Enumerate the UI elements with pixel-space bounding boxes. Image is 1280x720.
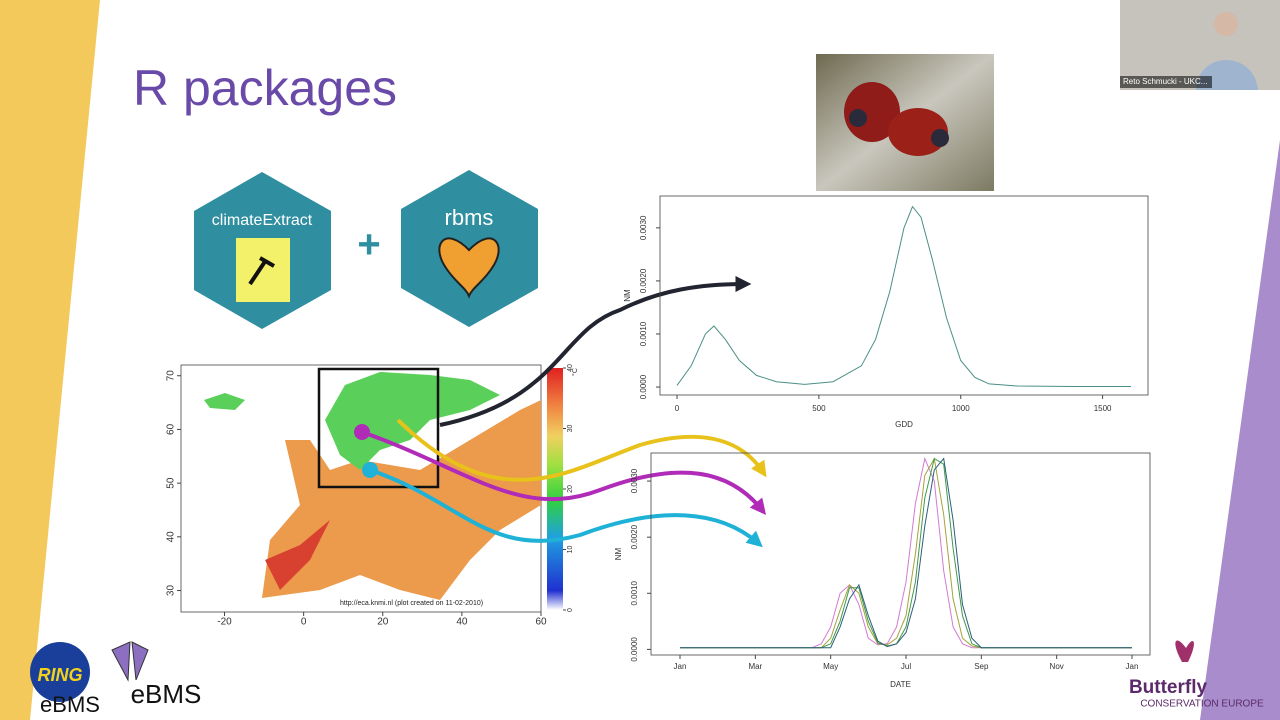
y-tick-label: 0.0030 bbox=[639, 215, 648, 240]
logo-text: Butterfly bbox=[1129, 677, 1208, 698]
y-axis-label: NM bbox=[623, 289, 632, 302]
package-name: climateExtract bbox=[212, 212, 313, 229]
video-caption: Reto Schmucki - UKC... bbox=[1123, 77, 1207, 86]
map-axes: -20 0 20 40 60 30 40 50 60 70 0 10 20 30 40 bbox=[166, 364, 574, 628]
plot-frame bbox=[650, 452, 1151, 656]
series-line bbox=[676, 205, 1131, 387]
y-tick-label: 0.0020 bbox=[630, 524, 639, 549]
x-tick-label: 500 bbox=[812, 404, 826, 413]
series-line bbox=[680, 457, 1132, 649]
logo-text: eBMS bbox=[131, 679, 202, 709]
video-tile bbox=[1120, 0, 1280, 90]
speaker-head bbox=[1214, 12, 1238, 36]
x-tick-label: Jan bbox=[1126, 662, 1139, 671]
y-tick-label: 50 bbox=[166, 477, 177, 489]
x-tick-label: Nov bbox=[1050, 662, 1064, 671]
plot-frame bbox=[659, 195, 1149, 396]
right-band bbox=[1200, 140, 1280, 720]
colorbar bbox=[547, 368, 563, 610]
colorbar-tick-label: 0 bbox=[567, 608, 574, 612]
ring-logo bbox=[30, 642, 90, 702]
package-name: rbms bbox=[445, 205, 494, 230]
site-dot bbox=[354, 424, 370, 440]
x-tick-label: 1500 bbox=[1094, 404, 1112, 413]
charts: 0 500 1000 1500 0.0000 0.0010 0.0020 0.0030 GDD N… bbox=[614, 195, 1151, 689]
x-axis-label: GDD bbox=[895, 420, 913, 429]
logo-text: eBMS bbox=[40, 692, 100, 717]
colorbar-tick-label: 10 bbox=[567, 546, 574, 554]
y-tick-label: 0.0000 bbox=[630, 637, 639, 662]
x-tick-label: 1000 bbox=[952, 404, 970, 413]
y-tick-label: 0.0010 bbox=[630, 580, 639, 605]
map-iceland bbox=[204, 393, 245, 410]
rbms-butterfly bbox=[438, 237, 500, 299]
map-land-cold bbox=[325, 372, 500, 470]
corkscrew-icon bbox=[248, 256, 275, 286]
x-tick-label: May bbox=[823, 662, 838, 671]
y-tick-label: 60 bbox=[166, 423, 177, 435]
x-tick-label: Jul bbox=[901, 662, 911, 671]
colorbar-tick-label: 30 bbox=[567, 425, 574, 433]
arrow bbox=[361, 430, 767, 515]
bc-butterfly bbox=[1175, 640, 1194, 662]
logo-text: CONSERVATION EUROPE bbox=[1140, 699, 1264, 710]
x-axis-label: DATE bbox=[890, 680, 911, 689]
colorbar-tick-label: 40 bbox=[567, 364, 574, 372]
colorbar-tick-label: 20 bbox=[567, 485, 574, 493]
photo-eyespot bbox=[849, 109, 867, 127]
map-land bbox=[262, 400, 541, 600]
series-line bbox=[680, 456, 1132, 649]
slide-title: R packages bbox=[133, 60, 397, 116]
ebms-butterfly bbox=[111, 641, 149, 682]
x-tick-label: Sep bbox=[974, 662, 989, 671]
series-line bbox=[680, 457, 1132, 649]
arrow bbox=[396, 418, 767, 482]
logo-text: RING bbox=[38, 665, 83, 685]
x-tick-label: -20 bbox=[217, 617, 232, 628]
photo-wing bbox=[888, 108, 948, 156]
y-tick-label: 0.0010 bbox=[639, 321, 648, 346]
series-line bbox=[680, 457, 1132, 649]
focus-box bbox=[317, 367, 440, 489]
x-tick-label: 0 bbox=[301, 617, 307, 628]
map-land-hot bbox=[265, 520, 330, 590]
corkscrew-box bbox=[236, 238, 290, 302]
y-axis-label: NM bbox=[614, 547, 623, 560]
y-tick-label: 30 bbox=[166, 585, 177, 597]
arrow bbox=[369, 468, 763, 548]
left-band bbox=[0, 0, 100, 720]
x-tick-label: 0 bbox=[675, 404, 680, 413]
colorbar-unit: °C bbox=[571, 368, 579, 376]
x-tick-label: 60 bbox=[535, 617, 547, 628]
x-tick-label: Jan bbox=[674, 662, 687, 671]
plus-sign: + bbox=[357, 223, 380, 267]
caption-bg bbox=[1120, 76, 1212, 88]
y-tick-label: 0.0030 bbox=[630, 468, 639, 493]
x-tick-label: 20 bbox=[377, 617, 389, 628]
y-tick-label: 40 bbox=[166, 531, 177, 543]
y-tick-label: 0.0020 bbox=[639, 268, 648, 293]
x-tick-label: 40 bbox=[456, 617, 468, 628]
arrow bbox=[439, 276, 752, 427]
y-tick-label: 70 bbox=[166, 370, 177, 382]
photo-eyespot bbox=[931, 129, 949, 147]
y-tick-label: 0.0000 bbox=[639, 374, 648, 399]
x-tick-label: Mar bbox=[748, 662, 762, 671]
site-dot bbox=[362, 462, 378, 478]
map-credit: http://eca.knmi.nl (plot created on 11-0… bbox=[340, 600, 483, 607]
